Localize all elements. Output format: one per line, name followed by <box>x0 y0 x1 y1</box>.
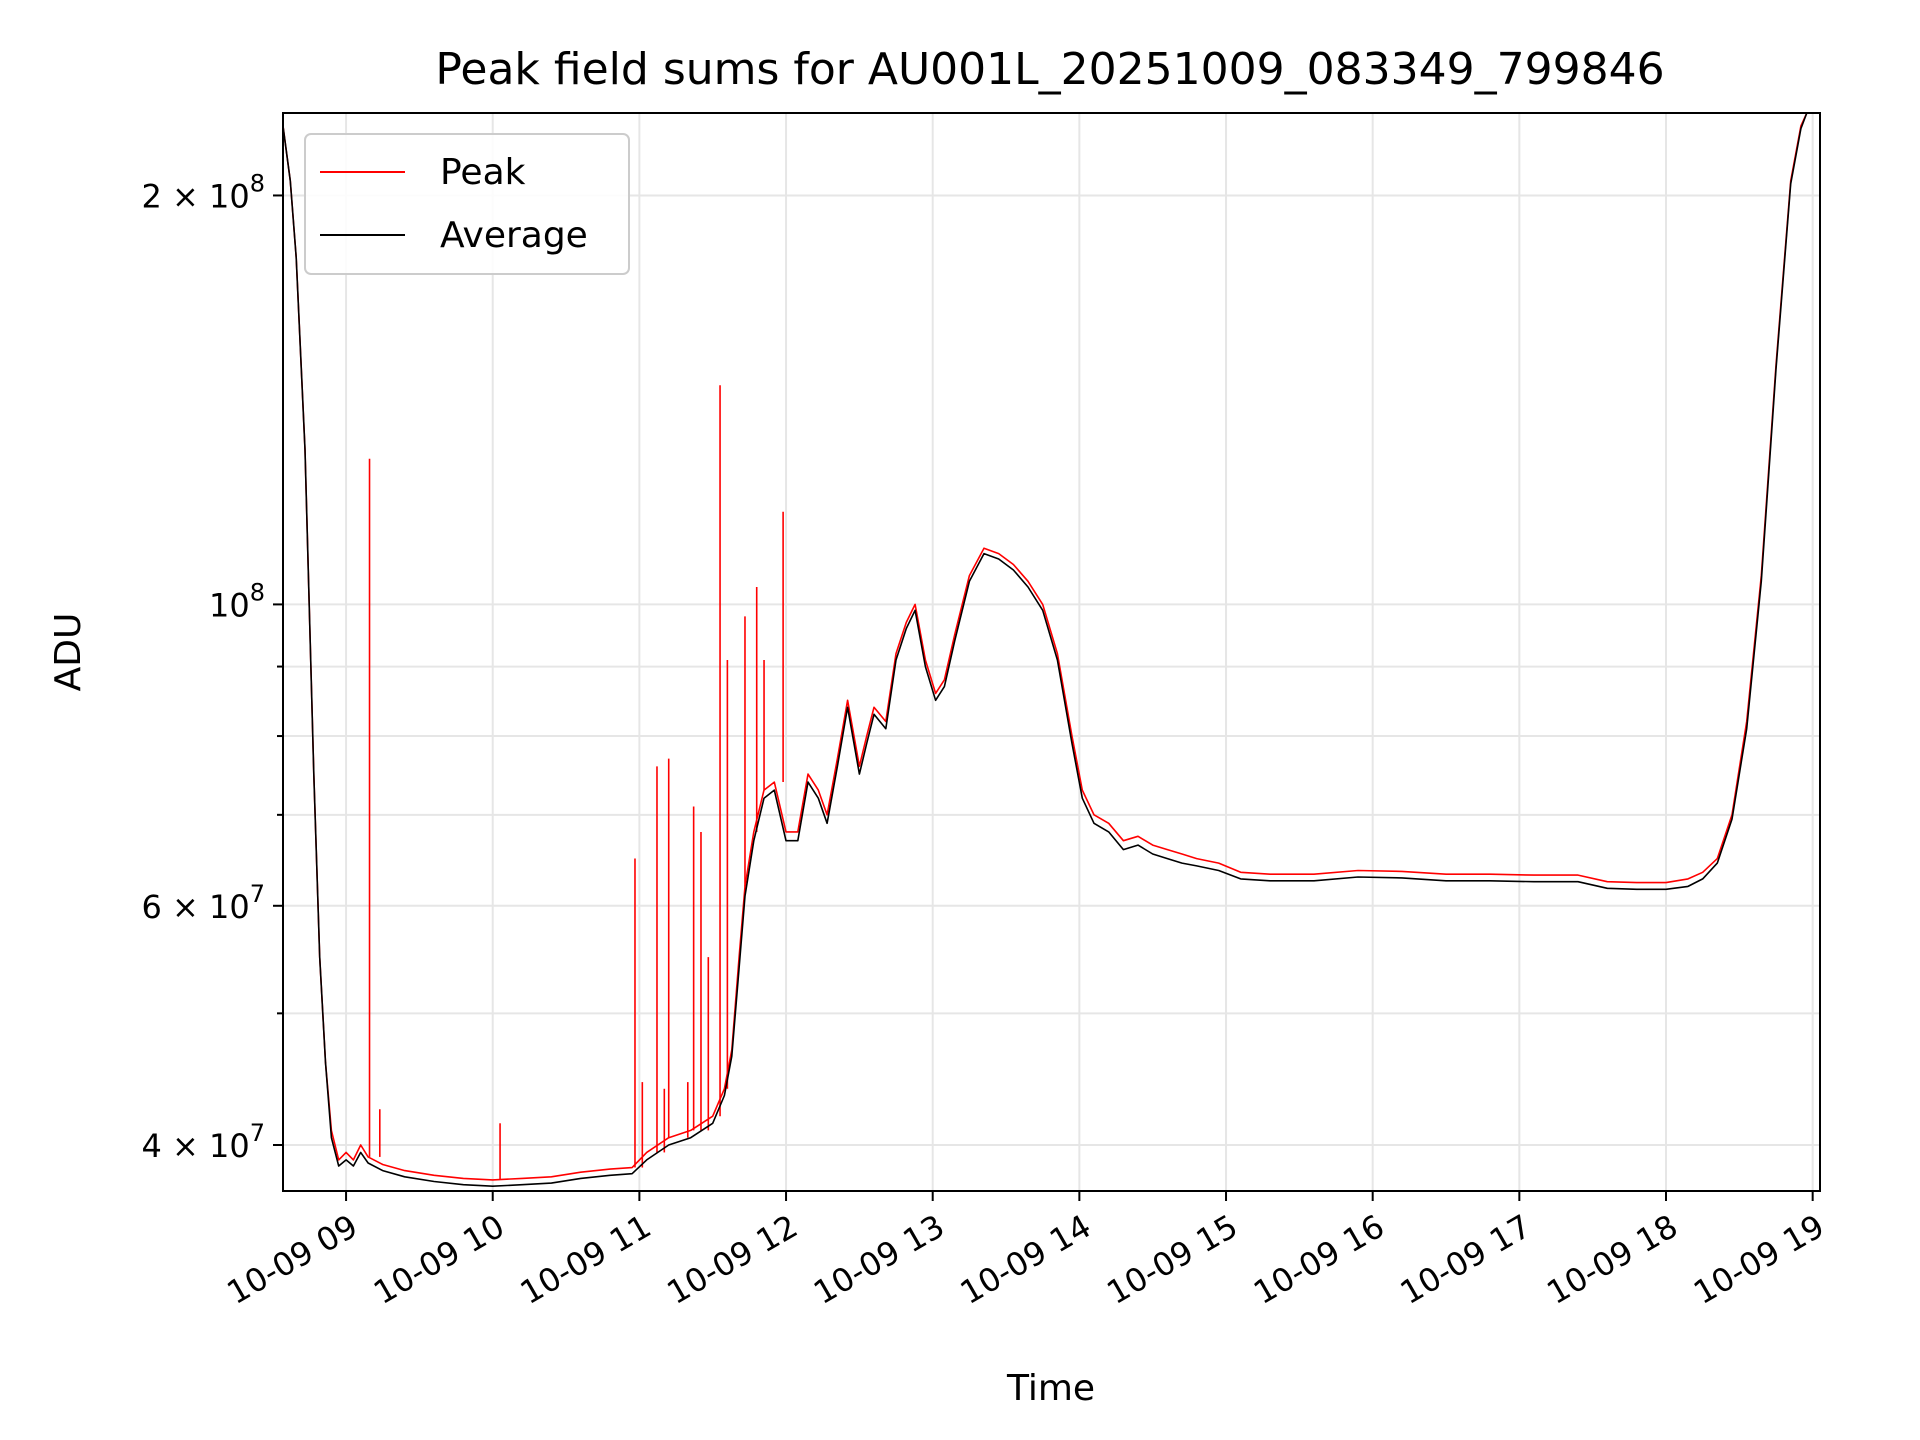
grid-layer <box>283 113 1820 1191</box>
y-tick-label: 108 <box>209 578 265 624</box>
chart-title: Peak field sums for AU001L_20251009_0833… <box>435 44 1664 95</box>
y-tick-label: 6 × 107 <box>141 880 265 926</box>
legend: Peak Average <box>304 133 630 275</box>
y-tick-label-exponent: 8 <box>250 578 265 606</box>
legend-label-average: Average <box>440 215 588 256</box>
series-line-average <box>283 113 1808 1187</box>
legend-label-peak: Peak <box>440 152 526 193</box>
y-axis-label: ADU <box>48 613 89 692</box>
y-tick-label-base: 10 <box>209 586 250 624</box>
x-axis-label: Time <box>1006 1368 1095 1409</box>
y-tick-label-base: 2 × 10 <box>141 177 249 215</box>
y-tick-label-base: 4 × 10 <box>141 1127 249 1165</box>
y-tick-label: 4 × 107 <box>141 1119 265 1165</box>
y-tick-label-exponent: 7 <box>250 880 265 908</box>
plot-area <box>283 113 1808 1187</box>
plot-frame <box>282 112 1821 1192</box>
series-line-peak <box>283 113 1808 1181</box>
y-tick-label-exponent: 8 <box>250 169 265 197</box>
y-tick-label-exponent: 7 <box>250 1119 265 1147</box>
series-layer <box>283 113 1808 1187</box>
y-tick-label: 2 × 108 <box>141 169 265 215</box>
legend-box <box>304 133 630 275</box>
y-tick-label-base: 6 × 10 <box>141 888 249 926</box>
